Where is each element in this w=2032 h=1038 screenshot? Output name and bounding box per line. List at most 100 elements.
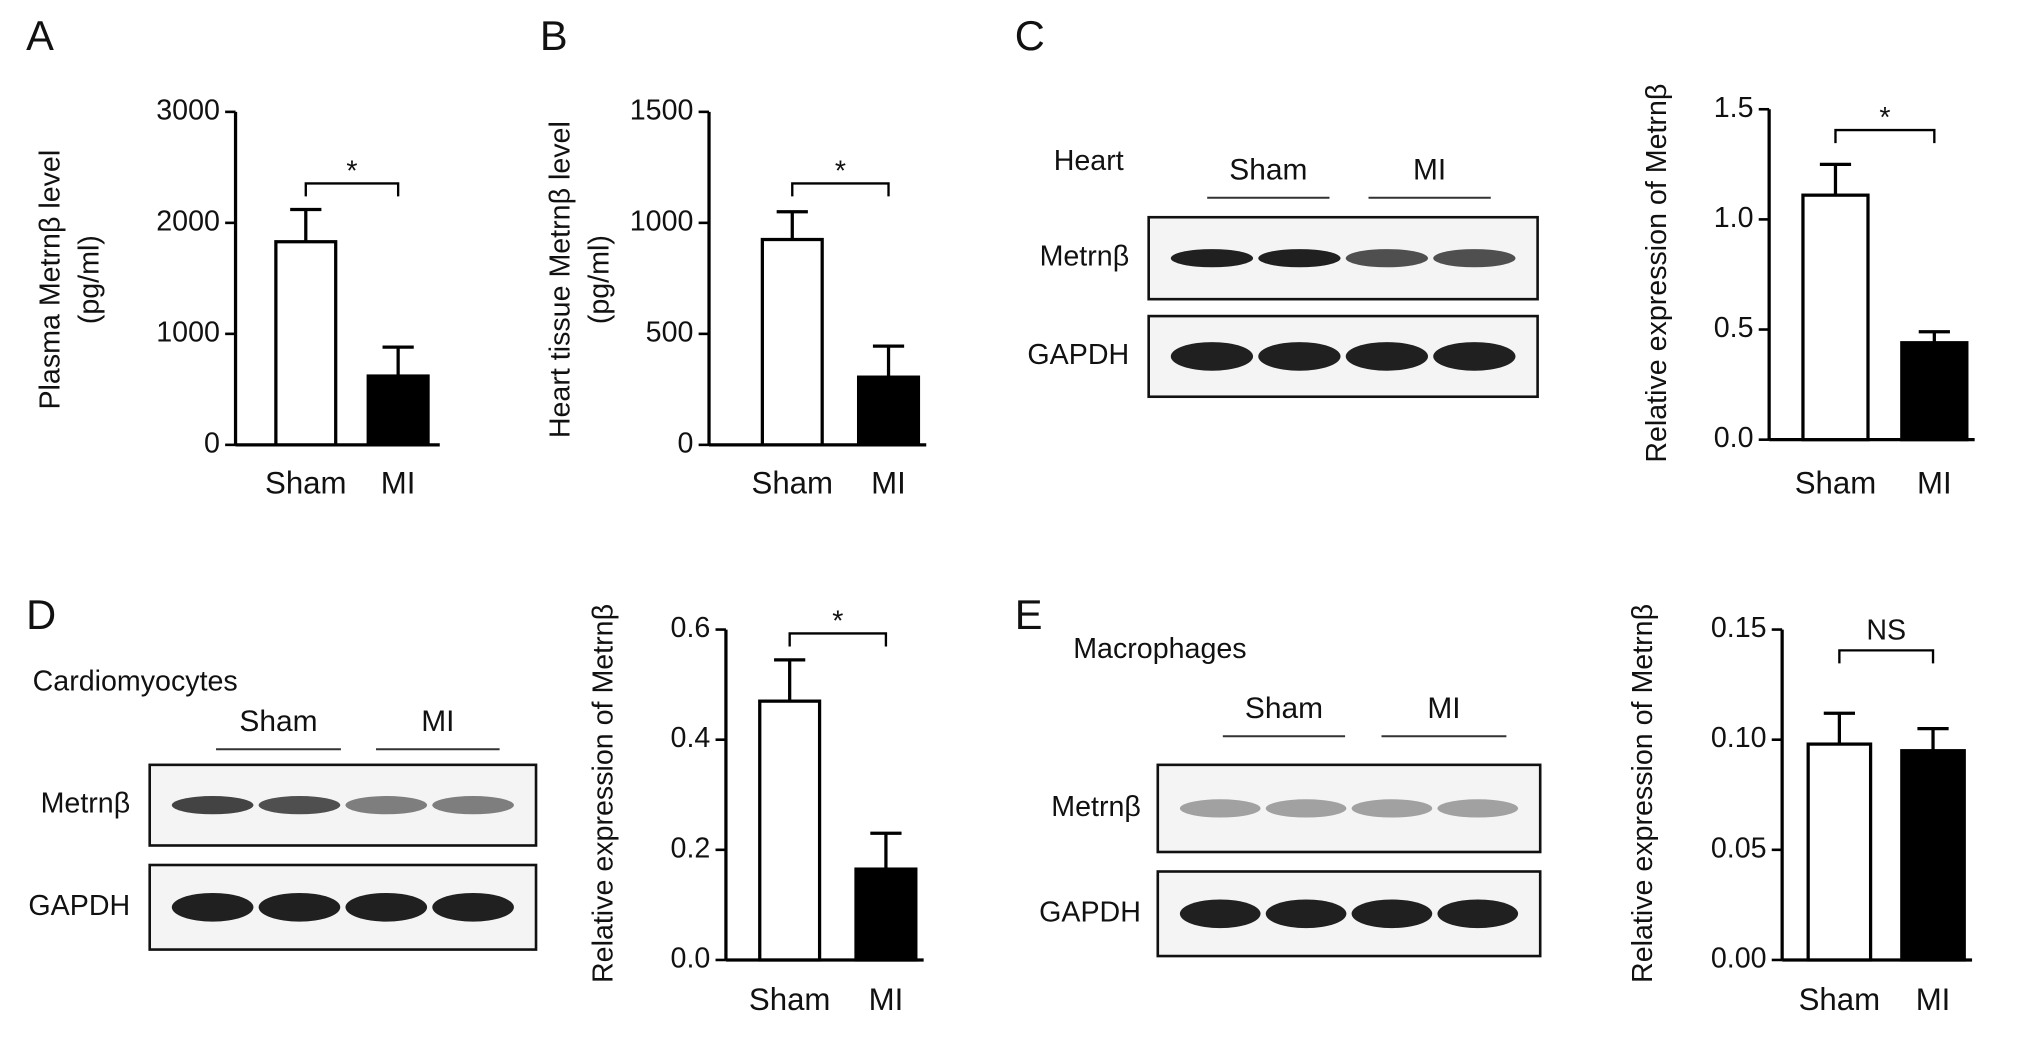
y-tick-label: 0.15 — [1711, 612, 1767, 644]
bar — [1900, 341, 1969, 442]
y-tick-label: 1.5 — [1714, 92, 1754, 124]
blot-group-label: MI — [1413, 154, 1446, 187]
y-tick-label: 0.5 — [1714, 312, 1754, 344]
y-tick-label: 0.05 — [1711, 832, 1767, 864]
blot-row-label: Metrnβ — [1040, 241, 1130, 273]
y-tick-label: 0 — [677, 427, 693, 459]
panel-letter: D — [26, 591, 56, 638]
y-tick-label: 1.0 — [1714, 202, 1754, 234]
blot-group-label: Sham — [239, 705, 317, 738]
bar — [760, 237, 824, 447]
blot-band — [1170, 249, 1254, 268]
blot-band — [345, 796, 428, 815]
y-tick-label: 0.2 — [671, 832, 711, 864]
blot-band — [1351, 899, 1433, 929]
blot-band — [258, 796, 341, 815]
blot-group-label: Sham — [1245, 692, 1323, 725]
bar — [1900, 749, 1966, 962]
significance-bracket — [788, 632, 888, 647]
y-tick-label: 1000 — [630, 205, 694, 237]
y-tick-label: 3000 — [156, 94, 220, 126]
y-tick-label: 1500 — [630, 94, 694, 126]
blot-band — [171, 892, 254, 922]
y-tick-label: 1000 — [156, 316, 220, 348]
bar — [1806, 742, 1873, 962]
blot-row-label: GAPDH — [28, 890, 130, 922]
y-tick-label: 0.10 — [1711, 722, 1767, 754]
blot-band — [1258, 249, 1341, 268]
blot-band — [432, 892, 514, 922]
significance-label: * — [346, 156, 357, 188]
bar — [1801, 193, 1870, 442]
blot-band — [1345, 342, 1429, 371]
panel-letter: B — [540, 12, 568, 59]
significance-label: * — [832, 606, 843, 638]
bar — [856, 375, 921, 447]
y-axis-label: Plasma Metrnβ level — [35, 150, 67, 410]
blot-band — [1437, 899, 1519, 929]
blot-band — [1345, 249, 1429, 268]
blot-group-label: Sham — [1229, 154, 1307, 187]
y-tick-label: 0.00 — [1711, 943, 1767, 975]
blot-band — [1265, 899, 1347, 929]
x-tick-label: Sham — [1795, 465, 1877, 500]
x-tick-label: MI — [869, 982, 904, 1017]
y-tick-label: 0.0 — [671, 943, 711, 975]
blot-band — [1258, 342, 1341, 371]
x-tick-label: MI — [1916, 982, 1951, 1017]
panel-letter: C — [1015, 12, 1045, 59]
blot-row-label: GAPDH — [1039, 896, 1141, 928]
blot-band — [345, 892, 428, 922]
blot-band — [1433, 249, 1516, 268]
significance-bracket — [1838, 649, 1935, 664]
y-tick-label: 0.4 — [671, 722, 711, 754]
bar — [366, 374, 430, 447]
blot-title: Heart — [1054, 145, 1124, 177]
y-axis-label: Relative expression of Metrnβ — [1641, 84, 1673, 463]
blot-band — [1170, 342, 1254, 371]
significance-label: NS — [1866, 615, 1906, 647]
blot-row-label: Metrnβ — [1051, 791, 1141, 823]
x-tick-label: Sham — [752, 465, 834, 500]
y-tick-label: 0.6 — [671, 612, 711, 644]
significance-bracket — [304, 182, 400, 197]
blot-band — [1437, 799, 1519, 818]
blot-group-label: MI — [421, 705, 454, 738]
y-axis-label: Relative expression of Metrnβ — [588, 604, 620, 983]
x-tick-label: Sham — [1799, 982, 1881, 1017]
blot-band — [1433, 342, 1516, 371]
blot-band — [1351, 799, 1433, 818]
bar — [274, 240, 338, 447]
x-tick-label: Sham — [265, 465, 347, 500]
bar — [854, 867, 918, 962]
significance-bracket — [791, 182, 890, 197]
x-tick-label: MI — [871, 465, 906, 500]
y-tick-label: 0 — [204, 427, 220, 459]
y-axis-label: Relative expression of Metrnβ — [1627, 604, 1659, 983]
blot-band — [171, 796, 254, 815]
panel-letter: A — [26, 12, 54, 59]
blot-band — [432, 796, 514, 815]
significance-label: * — [835, 156, 846, 188]
significance-bracket — [1834, 128, 1936, 144]
blot-title: Macrophages — [1073, 633, 1246, 665]
blot-band — [1179, 799, 1261, 818]
y-axis-label: Heart tissue Metrnβ level — [545, 121, 577, 438]
x-tick-label: MI — [1917, 465, 1952, 500]
y-tick-label: 2000 — [156, 205, 220, 237]
blot-title: Cardiomyocytes — [33, 665, 238, 697]
blot-row-label: GAPDH — [1027, 339, 1129, 371]
bar — [758, 699, 822, 962]
x-tick-label: Sham — [749, 982, 831, 1017]
blot-band — [258, 892, 341, 922]
blot-band — [1265, 799, 1347, 818]
blot-group-label: MI — [1427, 692, 1460, 725]
blot-row-label: Metrnβ — [41, 788, 131, 820]
y-tick-label: 500 — [646, 316, 694, 348]
y-axis-label: (pg/ml) — [584, 235, 616, 324]
y-axis-label: (pg/ml) — [74, 235, 106, 324]
panel-letter: E — [1015, 591, 1043, 638]
blot-band — [1179, 899, 1261, 929]
x-tick-label: MI — [381, 465, 416, 500]
